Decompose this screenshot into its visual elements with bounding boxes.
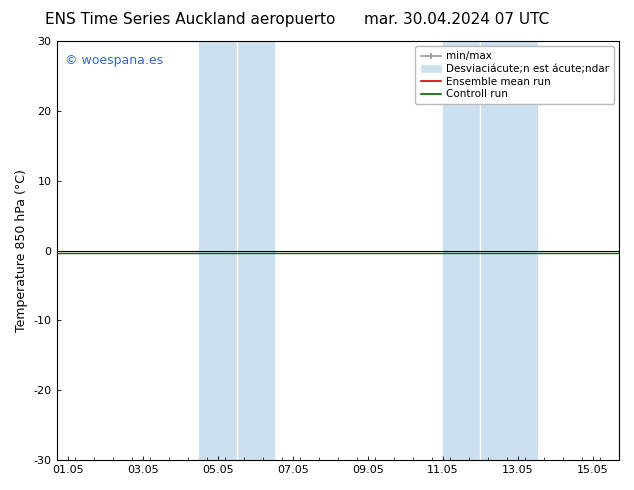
- Bar: [443, 41, 536, 460]
- Text: © woespana.es: © woespana.es: [65, 53, 163, 67]
- Bar: [199, 41, 274, 460]
- Y-axis label: Temperature 850 hPa (°C): Temperature 850 hPa (°C): [15, 169, 28, 332]
- Text: mar. 30.04.2024 07 UTC: mar. 30.04.2024 07 UTC: [364, 12, 549, 27]
- Legend: min/max, Desviaciácute;n est ácute;ndar, Ensemble mean run, Controll run: min/max, Desviaciácute;n est ácute;ndar,…: [415, 46, 614, 104]
- Text: ENS Time Series Auckland aeropuerto: ENS Time Series Auckland aeropuerto: [45, 12, 335, 27]
